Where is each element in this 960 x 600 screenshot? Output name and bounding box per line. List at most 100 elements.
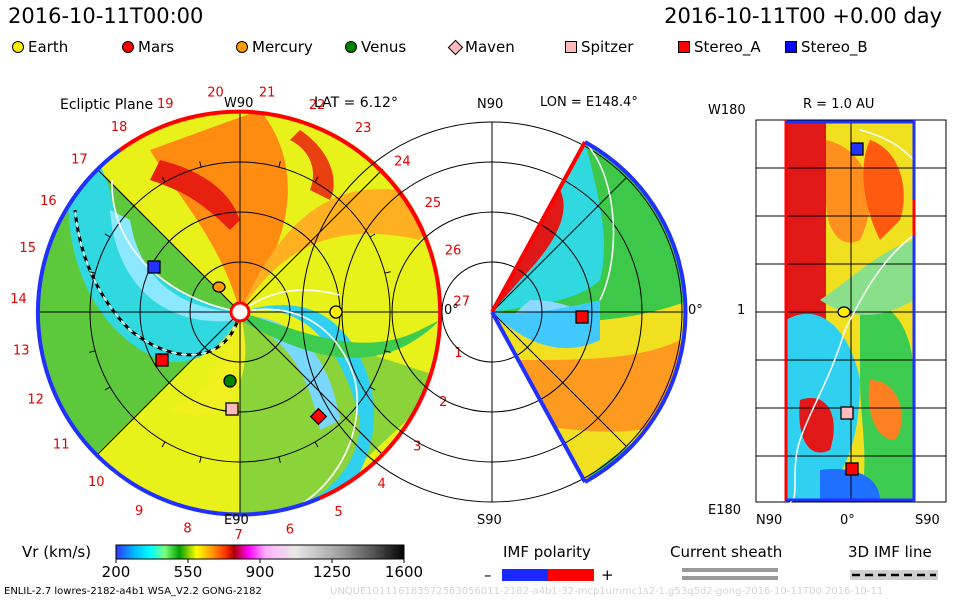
synoptic-left-mid: 1 xyxy=(737,303,746,318)
model-credit: ENLIL-2.7 lowres-2182-a4b1 WSA_V2.2 GONG… xyxy=(4,586,262,597)
spitzer-marker-icon xyxy=(565,41,577,53)
legend-label: Mars xyxy=(138,38,175,56)
carrington-tick-label: 23 xyxy=(355,121,372,136)
synoptic-left-bottom: E180 xyxy=(708,503,742,518)
carrington-tick-label: 25 xyxy=(425,196,442,211)
synoptic-r-label: R = 1.0 AU xyxy=(803,97,875,112)
mercury-marker-icon xyxy=(236,41,248,53)
carrington-tick-label: 2 xyxy=(439,395,447,410)
imf-plus-label: + xyxy=(601,566,614,584)
legend-label: Maven xyxy=(465,38,515,56)
legend-label: Spitzer xyxy=(581,38,634,56)
radial-tick xyxy=(199,456,202,463)
legend-item-mercury: Mercury xyxy=(236,38,313,56)
imf-line-3d-label: 3D IMF line xyxy=(848,543,932,561)
synoptic-stereo-b-marker xyxy=(850,142,864,156)
carrington-tick-label: 1 xyxy=(454,346,462,361)
radial-tick xyxy=(161,176,166,183)
venus-marker xyxy=(223,374,237,388)
synoptic-left-top: W180 xyxy=(708,103,746,118)
synoptic-bottom-right: S90 xyxy=(915,513,940,528)
synoptic-spitzer-marker xyxy=(840,406,854,420)
imf-polarity-label: IMF polarity xyxy=(503,543,591,561)
synoptic-plot xyxy=(755,119,947,503)
carrington-tick-label: 18 xyxy=(111,120,128,135)
carrington-tick-label: 20 xyxy=(207,85,224,100)
radial-tick xyxy=(129,417,135,423)
radial-tick xyxy=(314,176,319,183)
imf-positive-swatch xyxy=(548,569,594,581)
carrington-tick-label: 15 xyxy=(19,241,36,256)
legend-item-maven: Maven xyxy=(447,38,515,56)
frame-datetime: 2016-10-11T00 +0.00 day xyxy=(664,4,942,28)
carrington-tick-label: 24 xyxy=(394,155,411,170)
carrington-tick-label: 9 xyxy=(135,504,143,519)
meridional-lon-label: LON = E148.4° xyxy=(540,95,638,110)
carrington-tick-label: 7 xyxy=(235,528,243,543)
legend-label: Stereo_A xyxy=(694,38,761,56)
run-id-watermark: UNQUE101116183572563056011-2182-a4b1-32-… xyxy=(330,586,884,597)
radial-tick xyxy=(199,161,202,168)
stereo-a-marker-icon xyxy=(678,41,690,53)
carrington-tick-label: 13 xyxy=(13,343,30,358)
carrington-tick-label: 14 xyxy=(10,292,27,307)
carrington-tick-label: 16 xyxy=(40,194,57,209)
meridional-right-label: 0° xyxy=(688,303,703,318)
ecliptic-top-label: W90 xyxy=(224,96,254,111)
body-legend: Earth Mars Mercury Venus Maven Spitzer Stereo_… xyxy=(10,38,950,58)
radial-tick xyxy=(89,271,96,274)
ecliptic-title: Ecliptic Plane xyxy=(60,97,154,113)
legend-item-stereo-a: Stereo_A xyxy=(678,38,761,56)
carrington-tick-label: 11 xyxy=(53,438,70,453)
colorbar-tick-label: 1250 xyxy=(312,563,352,581)
colorbar-tick-label: 900 xyxy=(245,563,275,581)
radial-tick xyxy=(278,456,281,463)
imf-line-3d-swatch xyxy=(850,570,938,580)
synoptic-bottom-mid: 0° xyxy=(840,513,855,528)
radial-tick xyxy=(384,271,391,274)
carrington-tick-label: 17 xyxy=(71,153,88,168)
maven-marker xyxy=(309,407,328,426)
imf-negative-swatch xyxy=(502,569,548,581)
colorbar-label: Vr (km/s) xyxy=(22,543,92,561)
carrington-tick-label: 3 xyxy=(413,440,421,455)
meridional-top-label: N90 xyxy=(477,97,504,112)
radial-tick xyxy=(369,233,376,238)
carrington-tick-label: 27 xyxy=(453,294,470,309)
radial-tick xyxy=(129,201,135,207)
colorbar-tick-label: 1600 xyxy=(384,563,424,581)
ecliptic-right-label: 0° xyxy=(444,303,459,318)
legend-item-earth: Earth xyxy=(12,38,68,56)
stereo-a-marker xyxy=(155,353,169,367)
radial-tick xyxy=(104,386,111,391)
synoptic-stereo-a-marker xyxy=(845,462,859,476)
legend-item-stereo-b: Stereo_B xyxy=(785,38,868,56)
imf-minus-label: – xyxy=(484,566,492,584)
vr-colorbar xyxy=(115,544,405,560)
stereo-b-marker-icon xyxy=(785,41,797,53)
earth-marker-icon xyxy=(12,41,24,53)
carrington-tick-label: 22 xyxy=(309,98,326,113)
ecliptic-lat: LAT = 6.12° xyxy=(314,95,398,111)
carrington-tick-label: 6 xyxy=(286,522,294,537)
legend-item-venus: Venus xyxy=(345,38,406,56)
radial-tick xyxy=(369,386,376,391)
run-datetime: 2016-10-11T00:00 xyxy=(8,4,204,28)
legend-label: Venus xyxy=(361,38,407,56)
synoptic-bottom-left: N90 xyxy=(756,513,783,528)
carrington-tick-label: 19 xyxy=(157,97,174,112)
earth-marker xyxy=(329,305,343,319)
colorbar-tick-label: 550 xyxy=(173,563,203,581)
carrington-tick-label: 10 xyxy=(88,475,105,490)
carrington-tick-label: 26 xyxy=(445,244,462,259)
meridional-stereo-a-marker xyxy=(575,310,589,324)
carrington-tick-label: 8 xyxy=(183,522,191,537)
legend-label: Stereo_B xyxy=(801,38,868,56)
colorbar-tick-label: 200 xyxy=(101,563,131,581)
meridional-bottom-label: S90 xyxy=(477,513,502,528)
radial-tick xyxy=(161,441,166,448)
current-sheath-label: Current sheath xyxy=(670,543,783,561)
carrington-tick-label: 21 xyxy=(259,86,276,101)
radial-tick xyxy=(345,417,351,423)
